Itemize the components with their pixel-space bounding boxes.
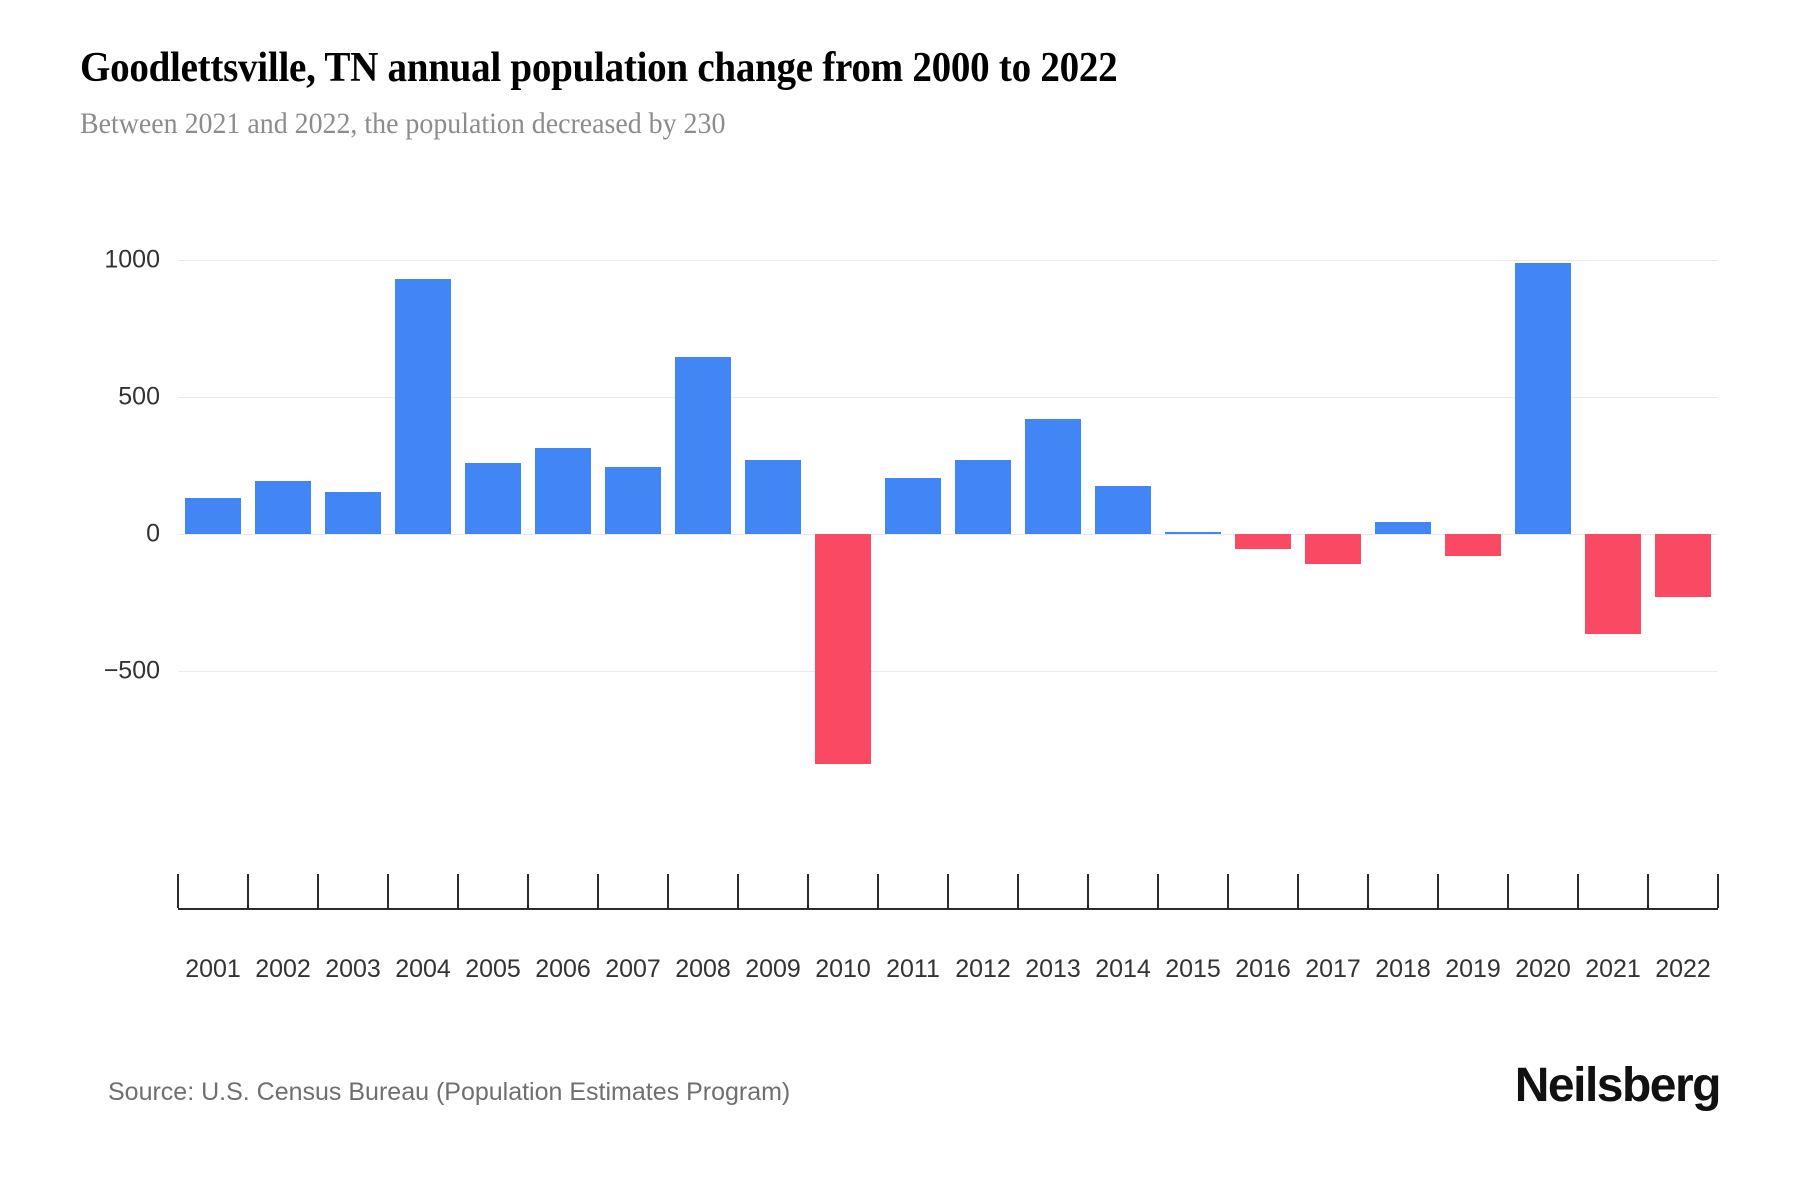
chart-subtitle: Between 2021 and 2022, the population de… bbox=[80, 107, 726, 141]
bar-2006[interactable] bbox=[535, 447, 591, 534]
x-axis-label-2014: 2014 bbox=[1095, 955, 1151, 983]
x-axis-tick bbox=[527, 874, 529, 908]
x-axis-tick bbox=[597, 874, 599, 908]
bar-2017[interactable] bbox=[1305, 534, 1361, 565]
bar-2022[interactable] bbox=[1655, 534, 1711, 598]
x-axis-label-2009: 2009 bbox=[745, 955, 801, 983]
bar-2019[interactable] bbox=[1445, 534, 1501, 556]
x-axis-tick bbox=[457, 874, 459, 908]
x-axis-tick bbox=[807, 874, 809, 908]
x-axis-tick bbox=[177, 874, 179, 908]
gridline-0 bbox=[178, 534, 1718, 535]
x-axis-tick bbox=[1437, 874, 1439, 908]
x-axis-tick bbox=[387, 874, 389, 908]
x-axis-label-2003: 2003 bbox=[325, 955, 381, 983]
x-axis-label-2007: 2007 bbox=[605, 955, 661, 983]
x-axis-label-2013: 2013 bbox=[1025, 955, 1081, 983]
chart-header: Goodlettsville, TN annual population cha… bbox=[80, 44, 1720, 142]
x-axis-tick bbox=[1087, 874, 1089, 908]
x-axis-label-2004: 2004 bbox=[395, 955, 451, 983]
x-axis-label-2018: 2018 bbox=[1375, 955, 1431, 983]
y-axis-tick-label: −500 bbox=[103, 656, 160, 685]
x-axis-tick bbox=[1507, 874, 1509, 908]
x-axis-tick bbox=[317, 874, 319, 908]
x-axis-tick bbox=[1577, 874, 1579, 908]
x-axis-label-2022: 2022 bbox=[1655, 955, 1711, 983]
bar-2007[interactable] bbox=[605, 466, 661, 534]
bar-2021[interactable] bbox=[1585, 534, 1641, 634]
source-note: Source: U.S. Census Bureau (Population E… bbox=[108, 1078, 791, 1106]
bar-2005[interactable] bbox=[465, 462, 521, 534]
x-axis-tick bbox=[1647, 874, 1649, 908]
x-axis-label-2021: 2021 bbox=[1585, 955, 1641, 983]
bar-2020[interactable] bbox=[1515, 262, 1571, 534]
bar-2004[interactable] bbox=[395, 279, 451, 534]
x-axis-line bbox=[178, 908, 1718, 910]
bar-2003[interactable] bbox=[325, 491, 381, 534]
bar-2013[interactable] bbox=[1025, 418, 1081, 534]
x-axis-tick bbox=[1297, 874, 1299, 908]
bar-2016[interactable] bbox=[1235, 534, 1291, 550]
x-axis-label-2019: 2019 bbox=[1445, 955, 1501, 983]
bar-2008[interactable] bbox=[675, 357, 731, 534]
y-axis-tick-label: 1000 bbox=[104, 245, 160, 274]
x-axis-tick bbox=[737, 874, 739, 908]
x-axis-tick bbox=[1017, 874, 1019, 908]
x-axis-tick bbox=[1227, 874, 1229, 908]
bar-2011[interactable] bbox=[885, 477, 941, 534]
x-axis-tick bbox=[1717, 874, 1719, 908]
bar-2012[interactable] bbox=[955, 460, 1011, 534]
x-axis-tick bbox=[667, 874, 669, 908]
page-title: Goodlettsville, TN annual population cha… bbox=[80, 45, 1118, 91]
x-axis-label-2017: 2017 bbox=[1305, 955, 1361, 983]
x-axis-label-2012: 2012 bbox=[955, 955, 1011, 983]
x-axis-label-2001: 2001 bbox=[185, 955, 241, 983]
x-axis-label-2005: 2005 bbox=[465, 955, 521, 983]
x-axis-label-2006: 2006 bbox=[535, 955, 591, 983]
x-axis-label-2015: 2015 bbox=[1165, 955, 1221, 983]
brand-logo: Neilsberg bbox=[1514, 1059, 1722, 1112]
x-axis-tick bbox=[877, 874, 879, 908]
y-axis-tick-label: 0 bbox=[146, 519, 160, 548]
x-axis-label-2002: 2002 bbox=[255, 955, 311, 983]
bar-2018[interactable] bbox=[1375, 521, 1431, 534]
x-axis-label-2016: 2016 bbox=[1235, 955, 1291, 983]
x-axis-label-2008: 2008 bbox=[675, 955, 731, 983]
bar-2014[interactable] bbox=[1095, 486, 1151, 534]
x-axis-tick bbox=[1157, 874, 1159, 908]
bar-2010[interactable] bbox=[815, 534, 871, 765]
bar-2001[interactable] bbox=[185, 498, 241, 534]
x-axis-tick bbox=[247, 874, 249, 908]
bar-2002[interactable] bbox=[255, 480, 311, 534]
x-axis-tick bbox=[1367, 874, 1369, 908]
y-axis-tick-label: 500 bbox=[118, 382, 160, 411]
x-axis-label-2010: 2010 bbox=[815, 955, 871, 983]
x-axis-label-2011: 2011 bbox=[886, 955, 940, 983]
x-axis-label-2020: 2020 bbox=[1515, 955, 1571, 983]
gridline--500 bbox=[178, 671, 1718, 672]
bar-2015[interactable] bbox=[1165, 532, 1221, 534]
gridline-1000 bbox=[178, 260, 1718, 261]
x-axis-tick bbox=[947, 874, 949, 908]
gridline-500 bbox=[178, 397, 1718, 398]
bar-2009[interactable] bbox=[745, 460, 801, 534]
